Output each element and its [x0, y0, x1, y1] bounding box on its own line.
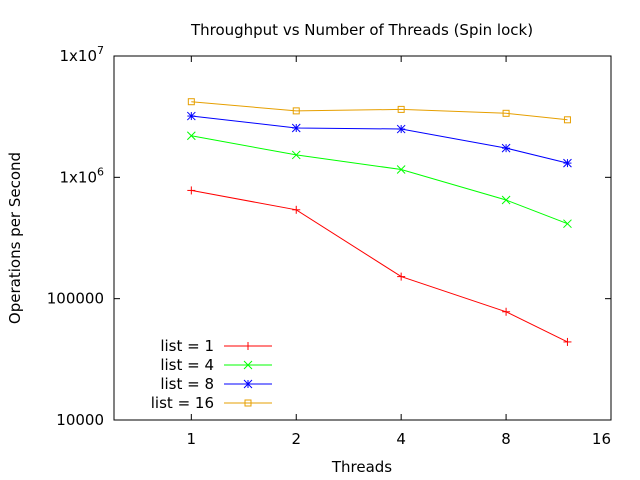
- legend-label: list = 8: [160, 375, 214, 393]
- data-point-marker: [397, 272, 406, 281]
- legend-label: list = 4: [160, 356, 214, 374]
- data-point-marker: [291, 123, 301, 133]
- data-point-marker: [501, 195, 511, 205]
- data-point-marker: [291, 150, 301, 160]
- y-tick-label: 100000: [47, 290, 104, 308]
- x-tick-label: 2: [291, 430, 301, 448]
- series-line: [191, 101, 568, 121]
- data-point-marker: [396, 165, 406, 174]
- data-point-marker: [502, 109, 510, 117]
- data-point-marker: [187, 186, 196, 195]
- data-point-marker: [563, 219, 572, 229]
- data-point-marker: [563, 116, 571, 124]
- data-point-marker: [292, 107, 300, 115]
- x-tick-label-base: 1: [187, 430, 197, 448]
- data-point-marker: [501, 143, 511, 153]
- legend-swatch-marker: [243, 379, 253, 389]
- data-point-marker: [563, 158, 572, 168]
- x-tick-label: 16: [592, 430, 611, 448]
- y-tick-label-base: 10000: [56, 411, 104, 429]
- x-tick-label-base: 8: [501, 430, 511, 448]
- data-point-marker: [563, 337, 572, 346]
- chart-title: Throughput vs Number of Threads (Spin lo…: [190, 21, 533, 39]
- legend-label: list = 1: [160, 337, 214, 355]
- y-tick-label-base: 100000: [47, 290, 104, 308]
- y-axis-label: Operations per Second: [6, 152, 24, 324]
- data-point-marker: [502, 307, 511, 316]
- y-tick-label: 10000: [56, 411, 104, 429]
- legend-swatch-marker: [244, 399, 252, 407]
- y-tick-label-base: 1x10: [59, 168, 97, 186]
- y-tick-label-base: 1x10: [59, 47, 97, 65]
- legend-swatch-marker: [243, 360, 253, 370]
- x-tick-label-base: 2: [291, 430, 301, 448]
- data-point-marker: [292, 205, 301, 214]
- plot-frame: [113, 55, 612, 421]
- series-layer: [186, 98, 572, 346]
- data-point-marker: [186, 131, 196, 141]
- data-point-marker: [187, 98, 195, 106]
- x-tick-label-base: 16: [592, 430, 611, 448]
- data-point-marker: [396, 124, 406, 134]
- legend-label: list = 16: [151, 394, 214, 412]
- data-point-marker: [397, 105, 405, 113]
- x-axis-label: Threads: [331, 458, 392, 476]
- x-tick-label: 1: [187, 430, 197, 448]
- y-tick-label: 1x106: [59, 165, 104, 186]
- x-tick-label: 8: [501, 430, 511, 448]
- x-tick-label: 4: [396, 430, 406, 448]
- y-tick-label-exponent: 6: [97, 165, 104, 178]
- legend-swatch-marker: [244, 342, 252, 350]
- y-tick-label: 1x107: [59, 44, 104, 65]
- x-tick-label-base: 4: [396, 430, 406, 448]
- data-point-marker: [186, 111, 196, 121]
- y-tick-label-exponent: 7: [97, 44, 104, 57]
